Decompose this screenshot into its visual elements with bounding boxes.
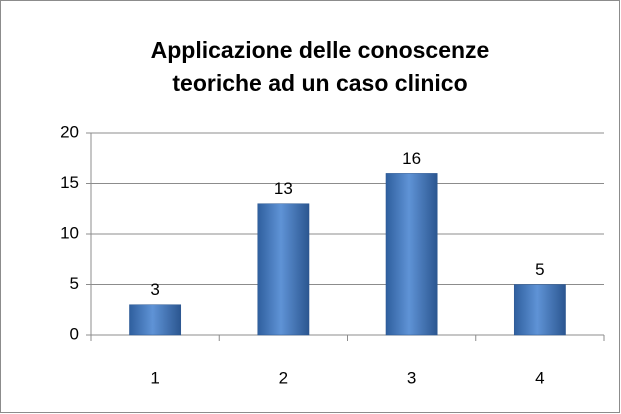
data-label: 5 bbox=[535, 260, 544, 279]
bar bbox=[513, 284, 566, 336]
x-tick-label: 3 bbox=[407, 368, 416, 387]
x-tick-label: 2 bbox=[279, 368, 288, 387]
x-tick-label: 4 bbox=[535, 368, 544, 387]
y-tick-label: 10 bbox=[60, 223, 79, 242]
bar bbox=[257, 203, 310, 336]
data-label: 16 bbox=[402, 149, 421, 168]
y-tick-label: 20 bbox=[60, 122, 79, 141]
y-tick-label: 5 bbox=[70, 274, 79, 293]
data-label: 13 bbox=[274, 179, 293, 198]
y-tick-label: 15 bbox=[60, 173, 79, 192]
bar bbox=[385, 173, 438, 336]
y-tick-label: 0 bbox=[70, 324, 79, 343]
data-label: 3 bbox=[150, 280, 159, 299]
chart-title: Applicazione delle conoscenze bbox=[151, 37, 490, 63]
x-tick-label: 1 bbox=[150, 368, 159, 387]
bar bbox=[129, 304, 182, 336]
chart-title: teoriche ad un caso clinico bbox=[172, 70, 467, 96]
